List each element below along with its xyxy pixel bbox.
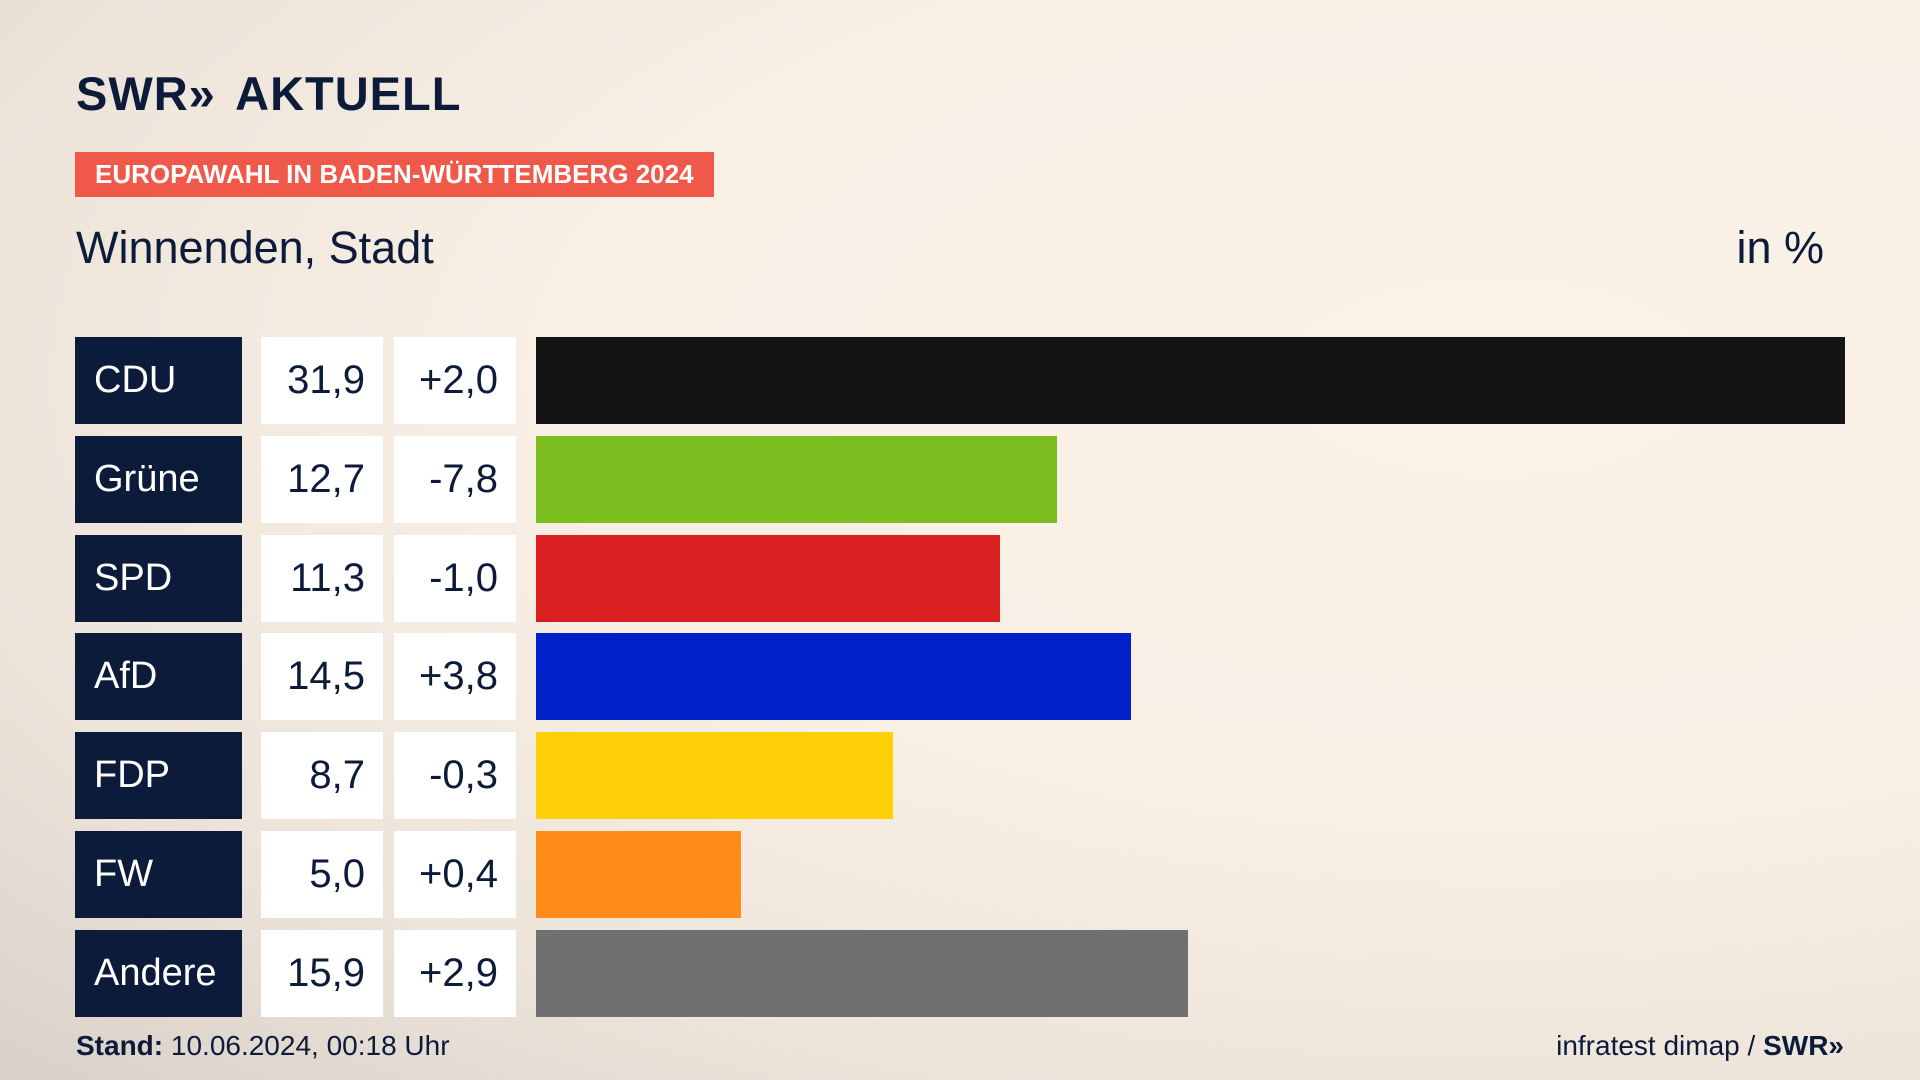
party-label: CDU: [75, 337, 242, 424]
party-label: FW: [75, 831, 242, 918]
result-row: SPD 11,3 -1,0: [75, 535, 1846, 622]
stand-label: Stand:: [76, 1030, 164, 1061]
result-bar: [536, 535, 1000, 622]
result-bar: [536, 732, 893, 819]
swr-brand-icon: SWR»: [1763, 1030, 1844, 1061]
change-label: +0,4: [394, 831, 516, 918]
election-tag: EUROPAWAHL IN BADEN-WÜRTTEMBERG 2024: [75, 152, 714, 197]
party-label: Andere: [75, 930, 242, 1017]
logo-aktuell: AKTUELL: [235, 67, 462, 120]
vote-share-label: 11,3: [261, 535, 383, 622]
vote-share-label: 14,5: [261, 633, 383, 720]
vote-share-label: 31,9: [261, 337, 383, 424]
unit-label: in %: [1736, 222, 1824, 273]
change-label: +2,9: [394, 930, 516, 1017]
stand-value: 10.06.2024, 00:18 Uhr: [170, 1030, 450, 1061]
region-title: Winnenden, Stadt: [76, 222, 434, 273]
change-label: -7,8: [394, 436, 516, 523]
result-row: FDP 8,7 -0,3: [75, 732, 1846, 819]
change-label: -1,0: [394, 535, 516, 622]
result-row: Grüne 12,7 -7,8: [75, 436, 1846, 523]
change-label: -0,3: [394, 732, 516, 819]
vote-share-label: 12,7: [261, 436, 383, 523]
result-row: CDU 31,9 +2,0: [75, 337, 1846, 424]
vote-share-label: 5,0: [261, 831, 383, 918]
vote-share-label: 15,9: [261, 930, 383, 1017]
party-label: AfD: [75, 633, 242, 720]
result-bar: [536, 633, 1131, 720]
result-row: AfD 14,5 +3,8: [75, 633, 1846, 720]
result-bar: [536, 930, 1188, 1017]
swr-aktuell-logo: SWR» AKTUELL: [76, 66, 461, 121]
result-row: FW 5,0 +0,4: [75, 831, 1846, 918]
logo-swr: SWR: [76, 67, 189, 120]
result-bar: [536, 337, 1845, 424]
change-label: +2,0: [394, 337, 516, 424]
logo-chevron-icon: »: [188, 67, 215, 120]
party-label: FDP: [75, 732, 242, 819]
source-text: infratest dimap /: [1556, 1030, 1764, 1061]
party-label: SPD: [75, 535, 242, 622]
vote-share-label: 8,7: [261, 732, 383, 819]
timestamp: Stand: 10.06.2024, 00:18 Uhr: [76, 1030, 450, 1062]
source-credit: infratest dimap / SWR»: [1556, 1030, 1844, 1062]
change-label: +3,8: [394, 633, 516, 720]
result-row: Andere 15,9 +2,9: [75, 930, 1846, 1017]
result-bar: [536, 436, 1057, 523]
result-bar: [536, 831, 741, 918]
party-label: Grüne: [75, 436, 242, 523]
